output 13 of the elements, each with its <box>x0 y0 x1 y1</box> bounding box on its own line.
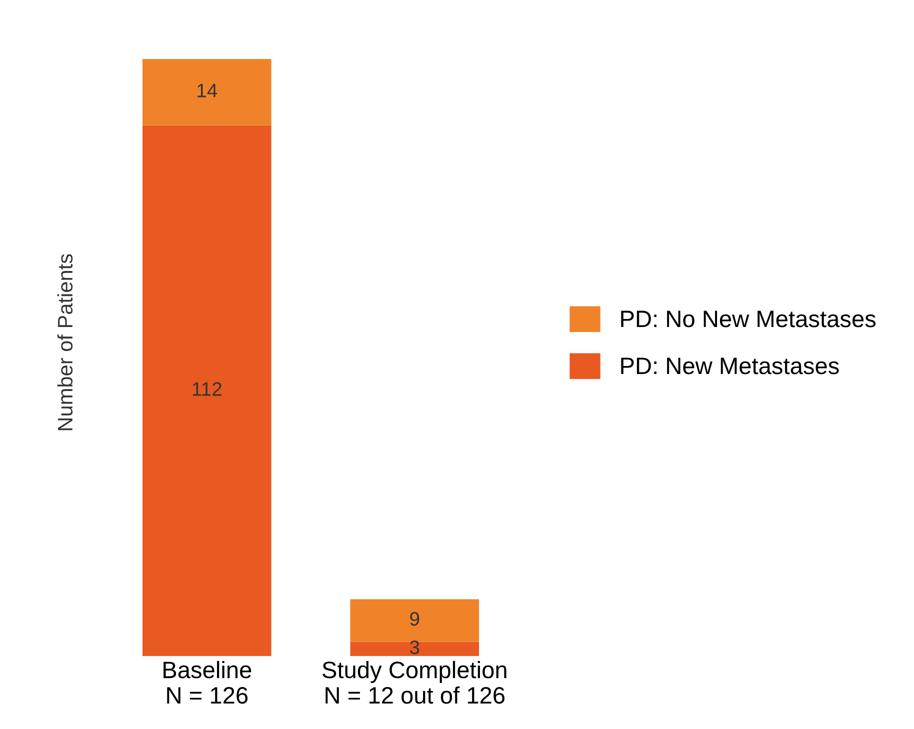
data-label: 14 <box>198 84 218 98</box>
x-tick-label: Baseline N = 126 <box>164 660 252 704</box>
legend-label: PD: New Metastases <box>621 358 839 374</box>
x-tick-label: Study Completion N = 12 out of 126 <box>322 660 506 704</box>
data-label: 9 <box>410 612 420 626</box>
data-label: 3 <box>410 640 420 654</box>
bar <box>142 125 272 656</box>
legend-label: PD: No New Metastases <box>621 310 876 328</box>
bar <box>142 59 272 126</box>
data-label: 112 <box>192 382 222 396</box>
bar <box>350 599 480 642</box>
bar <box>350 642 480 656</box>
y-axis-title: Number of Patients <box>57 254 73 430</box>
